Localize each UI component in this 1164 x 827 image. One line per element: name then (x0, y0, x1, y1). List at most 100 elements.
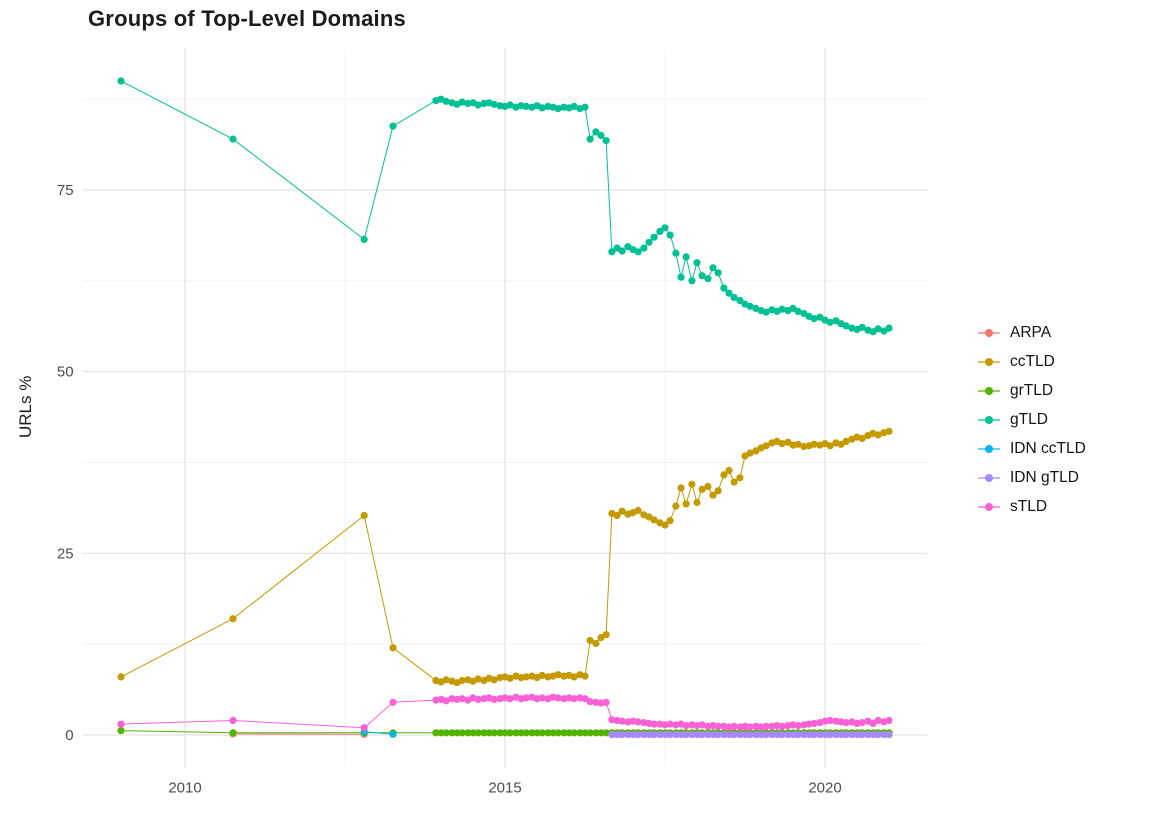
data-point (885, 324, 893, 332)
legend-label: gTLD (1010, 410, 1048, 428)
data-point (360, 511, 368, 520)
data-point (768, 731, 776, 739)
series-idn-gtld (608, 731, 893, 739)
legend-item-grtld: grTLD (976, 376, 1086, 405)
data-point (794, 440, 802, 448)
data-point (714, 722, 722, 730)
data-point (570, 102, 578, 110)
series-line (364, 731, 394, 735)
data-point (437, 729, 445, 737)
legend-key-icon (978, 473, 1000, 482)
data-point (794, 731, 802, 739)
data-point (360, 235, 368, 243)
chart-title: Groups of Top-Level Domains (88, 6, 406, 31)
data-point (522, 729, 530, 737)
data-point (666, 720, 674, 728)
data-point (661, 224, 669, 232)
data-point (506, 101, 514, 109)
data-point (720, 284, 728, 292)
data-point (634, 731, 642, 739)
data-point (736, 731, 744, 739)
legend-item-stld: sTLD (976, 492, 1086, 521)
data-point (570, 695, 578, 703)
data-point (656, 227, 664, 235)
data-point (762, 722, 770, 730)
data-point (693, 259, 701, 267)
legend-key-dot (985, 357, 993, 366)
data-point (608, 731, 616, 739)
data-point (474, 729, 482, 737)
data-point (634, 506, 642, 515)
data-point (586, 636, 594, 645)
data-point (576, 729, 584, 737)
data-point (544, 729, 552, 737)
data-point (432, 729, 440, 737)
data-point (442, 697, 450, 705)
data-point (490, 676, 498, 684)
data-point (538, 104, 546, 112)
data-point (389, 730, 397, 738)
data-point (714, 487, 722, 495)
data-point (704, 482, 712, 491)
legend-item-idn-gtld: IDN gTLD (976, 463, 1086, 492)
data-point (682, 253, 690, 261)
data-point (778, 731, 786, 739)
x-tick-label: 2015 (488, 780, 521, 797)
data-point (677, 484, 685, 492)
data-point (661, 521, 669, 529)
data-point (816, 731, 824, 739)
data-point (389, 122, 397, 130)
data-point (618, 247, 626, 255)
data-point (709, 731, 717, 739)
data-point (581, 729, 589, 737)
data-point (389, 698, 397, 706)
data-point (725, 289, 733, 297)
data-point (730, 293, 738, 302)
data-point (592, 639, 600, 648)
data-point (618, 507, 626, 515)
legend-item-idn-cctld: IDN ccTLD (976, 434, 1086, 463)
data-point (858, 731, 866, 739)
data-point (512, 729, 520, 737)
series-stld (117, 693, 893, 732)
legend-label: ARPA (1010, 323, 1052, 341)
data-point (650, 731, 658, 739)
x-tick-label: 2020 (808, 780, 841, 797)
data-point (554, 694, 562, 702)
data-point (794, 307, 802, 315)
data-point (778, 440, 786, 448)
data-point (442, 676, 450, 684)
series-arpa (229, 730, 368, 738)
data-point (794, 722, 802, 730)
data-point (880, 731, 888, 739)
data-point (634, 718, 642, 726)
data-point (869, 731, 877, 739)
data-point (522, 694, 530, 702)
data-point (458, 729, 466, 737)
data-point (554, 729, 562, 737)
data-point (229, 135, 237, 143)
y-tick-label: 25 (57, 545, 74, 562)
data-point (736, 474, 744, 482)
data-point (608, 248, 616, 256)
data-point (842, 437, 850, 445)
x-tick-label: 2010 (168, 780, 201, 797)
data-point (720, 731, 728, 739)
y-tick-label: 75 (57, 182, 74, 199)
data-point (560, 729, 568, 737)
data-point (762, 442, 770, 450)
data-point (490, 729, 498, 737)
data-point (448, 729, 456, 737)
data-point (229, 615, 237, 623)
data-point (810, 440, 818, 448)
data-point (858, 434, 866, 443)
data-point (752, 731, 760, 739)
legend-label: IDN gTLD (1010, 468, 1079, 486)
legend-label: sTLD (1010, 497, 1048, 515)
data-point (634, 248, 642, 256)
data-point (640, 731, 648, 739)
data-point (762, 731, 770, 739)
data-point (538, 729, 546, 737)
data-point (832, 731, 840, 739)
